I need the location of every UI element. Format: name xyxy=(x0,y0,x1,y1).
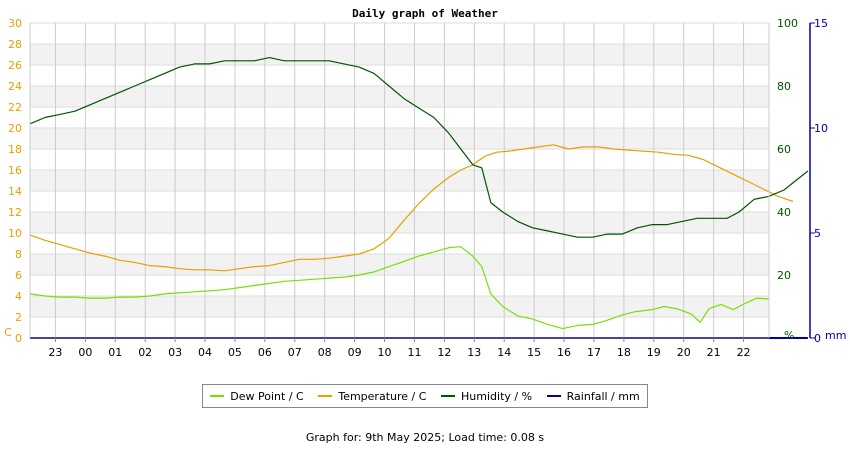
x-tick-label: 22 xyxy=(737,346,751,359)
left-tick-label: 6 xyxy=(15,269,22,282)
legend-item: Dew Point / C xyxy=(210,389,304,403)
x-tick-label: 08 xyxy=(318,346,332,359)
x-tick-label: 02 xyxy=(138,346,152,359)
left-tick-label: 4 xyxy=(15,290,22,303)
legend-label: Temperature / C xyxy=(338,389,427,403)
right1-tick-label: 20 xyxy=(777,269,791,282)
left-tick-label: 26 xyxy=(8,59,22,72)
legend-label: Rainfall / mm xyxy=(566,389,640,403)
grid-band xyxy=(30,212,769,233)
legend-label: Humidity / % xyxy=(461,389,533,403)
series-line-dew-point-c xyxy=(29,246,770,330)
left-tick-label: 12 xyxy=(8,206,22,219)
left-tick-label: 16 xyxy=(8,164,22,177)
chart-title: Daily graph of Weather xyxy=(352,7,498,20)
legend-swatch xyxy=(210,395,225,397)
grid-band xyxy=(30,44,769,65)
right2-tick-label: 5 xyxy=(814,227,821,240)
chart-legend: Dew Point / C Temperature / C Humidity / %… xyxy=(202,384,648,408)
legend-item: Rainfall / mm xyxy=(546,389,640,403)
x-tick-label: 00 xyxy=(78,346,92,359)
x-tick-label: 21 xyxy=(707,346,721,359)
legend-swatch xyxy=(441,395,456,397)
right1-tick-label: 40 xyxy=(777,206,791,219)
x-tick-label: 13 xyxy=(467,346,481,359)
x-tick-label: 23 xyxy=(48,346,62,359)
legend-item: Temperature / C xyxy=(318,390,426,403)
x-tick-label: 16 xyxy=(557,346,571,359)
x-tick-label: 12 xyxy=(437,346,451,359)
x-tick-label: 05 xyxy=(228,346,242,359)
left-tick-label: 24 xyxy=(8,80,22,93)
x-tick-label: 20 xyxy=(677,346,691,359)
x-tick-label: 11 xyxy=(407,346,421,359)
x-tick-label: 07 xyxy=(288,346,302,359)
x-tick-label: 17 xyxy=(587,346,601,359)
x-tick-label: 04 xyxy=(198,346,212,359)
legend-item: Humidity / % xyxy=(441,390,532,403)
x-tick-label: 15 xyxy=(527,346,541,359)
left-tick-label: 2 xyxy=(15,311,22,324)
x-tick-label: 06 xyxy=(258,346,272,359)
legend-swatch xyxy=(318,395,333,397)
x-tick-label: 09 xyxy=(348,346,362,359)
left-axis-unit: C xyxy=(4,326,12,339)
grid-band xyxy=(30,128,769,149)
grid-band xyxy=(30,296,769,317)
chart-ticks: 024681012141618202224262830C20406080100%… xyxy=(4,17,846,359)
left-tick-label: 14 xyxy=(8,185,22,198)
chart-grid xyxy=(30,22,769,339)
grid-band xyxy=(30,254,769,275)
x-tick-label: 03 xyxy=(168,346,182,359)
x-tick-label: 19 xyxy=(647,346,661,359)
left-tick-label: 28 xyxy=(8,38,22,51)
right1-tick-label: 100 xyxy=(777,17,798,30)
left-tick-label: 22 xyxy=(8,101,22,114)
left-tick-label: 30 xyxy=(8,17,22,30)
left-tick-label: 18 xyxy=(8,143,22,156)
left-tick-label: 8 xyxy=(15,248,22,261)
x-tick-label: 18 xyxy=(617,346,631,359)
grid-band xyxy=(30,170,769,191)
right1-tick-label: 60 xyxy=(777,143,791,156)
x-tick-label: 10 xyxy=(378,346,392,359)
right2-tick-label: 10 xyxy=(814,122,828,135)
left-tick-label: 20 xyxy=(8,122,22,135)
x-tick-label: 01 xyxy=(108,346,122,359)
left-tick-label: 10 xyxy=(8,227,22,240)
chart-bands xyxy=(30,44,769,317)
footer-status: Graph for: 9th May 2025; Load time: 0.08… xyxy=(305,431,545,444)
legend-swatch xyxy=(546,395,561,397)
x-tick-label: 14 xyxy=(497,346,511,359)
chart-axes xyxy=(29,23,811,339)
grid-band xyxy=(30,86,769,107)
series-line-humidity xyxy=(29,57,809,238)
right1-axis-unit: % xyxy=(784,329,794,342)
right2-tick-label: 15 xyxy=(814,17,828,30)
right2-axis-unit: mm xyxy=(825,329,846,342)
series-line-temperature-c xyxy=(29,144,794,272)
right1-tick-label: 80 xyxy=(777,80,791,93)
right2-tick-label: 0 xyxy=(814,332,821,345)
legend-label: Dew Point / C xyxy=(230,389,304,403)
left-tick-label: 0 xyxy=(15,332,22,345)
